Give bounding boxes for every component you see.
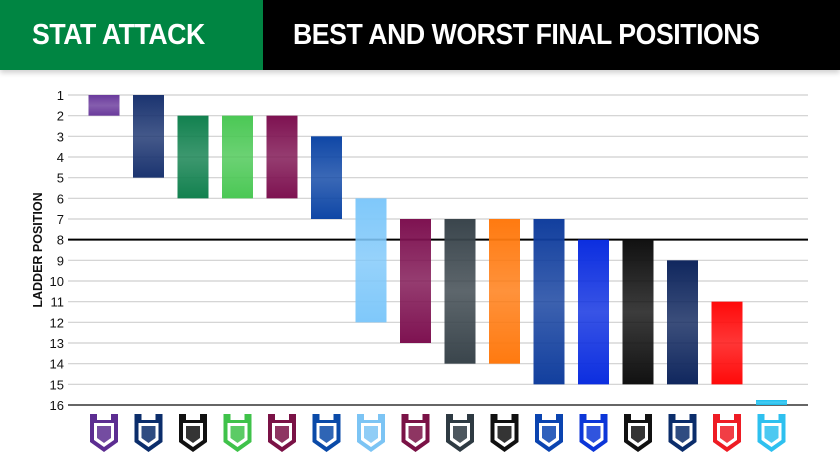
y-tick-label: 8 [57,233,64,248]
bulldogs-logo [579,414,608,452]
brand-label: STAT ATTACK [32,19,205,51]
storm-logo [90,414,118,452]
range-bar [355,198,387,323]
y-tick-label: 11 [51,295,65,310]
broncos-logo [401,414,430,452]
range-bar [622,239,654,385]
y-tick-label: 3 [57,129,64,144]
range-bar [222,115,253,199]
range-bar [711,301,743,385]
y-axis-label: LADDER POSITION [31,192,45,307]
y-tick-label: 16 [50,398,64,413]
range-bar [133,95,164,178]
y-tick-label: 9 [57,253,64,268]
roosters-logo [134,414,163,452]
raiders-logo [223,414,252,452]
y-tick-label: 2 [57,109,64,124]
page-title: BEST AND WORST FINAL POSITIONS [293,19,760,51]
y-tick-label: 15 [50,377,64,392]
y-tick-label: 5 [57,171,64,186]
range-bar [400,219,431,343]
header-banner: STAT ATTACK BEST AND WORST FINAL POSITIO… [0,0,840,70]
range-bar [444,219,476,364]
range-bar [266,115,298,199]
y-tick-label: 14 [50,357,64,372]
y-tick-label: 10 [50,274,64,289]
range-bar [311,136,342,219]
sea-eagles-logo [268,414,296,452]
tigers-logo [490,414,519,452]
y-tick-label: 12 [50,315,64,330]
knights-logo [535,414,563,452]
y-tick-label: 6 [57,191,64,206]
sharks-logo [357,414,385,452]
y-tick-label: 1 [57,88,64,103]
cowboys-logo [668,414,697,452]
range-bar [489,219,520,364]
y-tick-label: 4 [57,150,64,165]
titans-logo [757,414,786,452]
range-bar [533,219,565,385]
range-bar [756,400,787,405]
range-bar [578,239,609,385]
range-bar [667,260,698,385]
range-bar [88,95,120,116]
eels-logo [312,414,341,452]
range-bar [177,115,209,199]
warriors-logo [624,414,652,452]
y-tick-label: 7 [57,212,64,227]
brand-block [0,0,263,70]
panthers-logo [446,414,474,452]
y-tick-label: 13 [50,336,64,351]
rabbitohs-logo [179,414,207,452]
dragons-logo [713,414,741,452]
